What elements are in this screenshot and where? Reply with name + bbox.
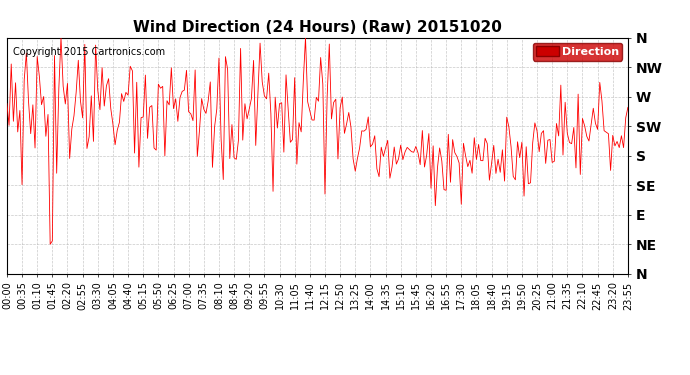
Text: Copyright 2015 Cartronics.com: Copyright 2015 Cartronics.com bbox=[13, 47, 165, 57]
Legend: Direction: Direction bbox=[533, 43, 622, 60]
Title: Wind Direction (24 Hours) (Raw) 20151020: Wind Direction (24 Hours) (Raw) 20151020 bbox=[133, 20, 502, 35]
